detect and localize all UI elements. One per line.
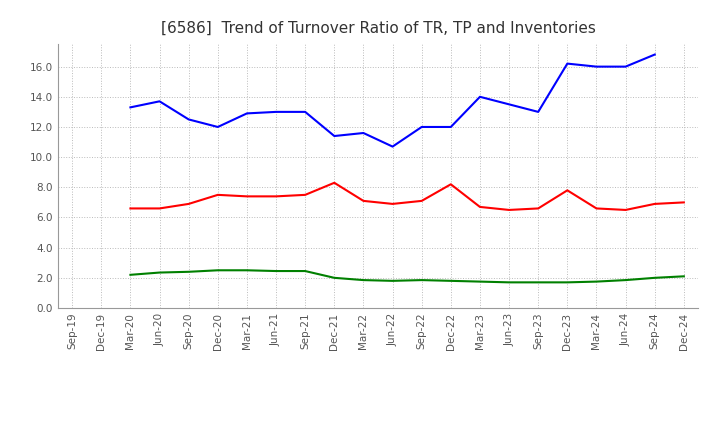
Inventories (301, 268, 310, 274)
Trade Payables (563, 61, 572, 66)
Inventories (330, 275, 338, 280)
Trade Payables (359, 130, 368, 136)
Trade Receivables (563, 188, 572, 193)
Inventories (446, 278, 455, 283)
Trade Receivables (126, 206, 135, 211)
Inventories (156, 270, 164, 275)
Line: Trade Payables: Trade Payables (130, 55, 654, 147)
Inventories (505, 280, 513, 285)
Trade Receivables (301, 192, 310, 198)
Inventories (184, 269, 193, 275)
Inventories (650, 275, 659, 280)
Trade Receivables (505, 207, 513, 213)
Inventories (592, 279, 600, 284)
Trade Receivables (621, 207, 630, 213)
Trade Payables (388, 144, 397, 149)
Trade Receivables (680, 200, 688, 205)
Trade Receivables (271, 194, 280, 199)
Trade Payables (213, 125, 222, 130)
Line: Trade Receivables: Trade Receivables (130, 183, 684, 210)
Trade Payables (592, 64, 600, 69)
Trade Receivables (359, 198, 368, 204)
Inventories (418, 278, 426, 283)
Trade Receivables (213, 192, 222, 198)
Inventories (563, 280, 572, 285)
Line: Inventories: Inventories (130, 270, 684, 282)
Trade Receivables (534, 206, 543, 211)
Trade Receivables (592, 206, 600, 211)
Trade Payables (505, 102, 513, 107)
Inventories (126, 272, 135, 278)
Inventories (243, 268, 251, 273)
Inventories (680, 274, 688, 279)
Trade Payables (271, 109, 280, 114)
Trade Payables (650, 52, 659, 57)
Inventories (271, 268, 280, 274)
Trade Receivables (476, 204, 485, 209)
Inventories (621, 278, 630, 283)
Trade Payables (243, 111, 251, 116)
Inventories (213, 268, 222, 273)
Trade Receivables (156, 206, 164, 211)
Trade Payables (156, 99, 164, 104)
Trade Receivables (418, 198, 426, 204)
Trade Payables (446, 125, 455, 130)
Trade Receivables (388, 201, 397, 206)
Inventories (476, 279, 485, 284)
Inventories (359, 278, 368, 283)
Trade Payables (184, 117, 193, 122)
Trade Payables (534, 109, 543, 114)
Inventories (388, 278, 397, 283)
Inventories (534, 280, 543, 285)
Trade Receivables (243, 194, 251, 199)
Trade Receivables (184, 201, 193, 206)
Trade Payables (330, 133, 338, 139)
Trade Payables (301, 109, 310, 114)
Trade Payables (126, 105, 135, 110)
Trade Payables (418, 125, 426, 130)
Trade Receivables (446, 182, 455, 187)
Trade Payables (476, 94, 485, 99)
Trade Receivables (650, 201, 659, 206)
Trade Receivables (330, 180, 338, 185)
Title: [6586]  Trend of Turnover Ratio of TR, TP and Inventories: [6586] Trend of Turnover Ratio of TR, TP… (161, 21, 595, 36)
Trade Payables (621, 64, 630, 69)
